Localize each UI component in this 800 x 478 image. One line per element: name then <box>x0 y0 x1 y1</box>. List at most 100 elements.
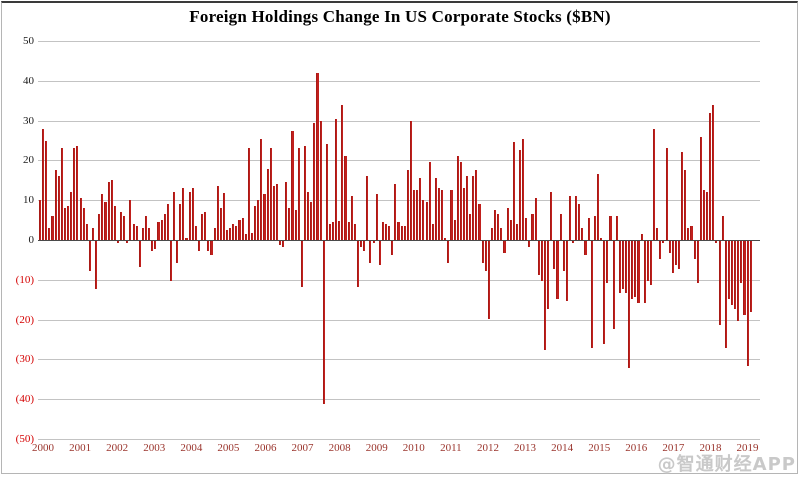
chart-bar <box>260 138 263 240</box>
chart-bar <box>388 226 391 240</box>
y-axis-tick-label: 40 <box>23 74 34 87</box>
x-axis-year-label: 2010 <box>402 442 425 454</box>
x-axis-year-label: 2000 <box>32 442 54 454</box>
y-axis-tick-label: 10 <box>23 194 34 207</box>
chart-bar <box>138 241 141 267</box>
chart-bar <box>197 241 201 251</box>
chart-bar <box>384 224 388 240</box>
chart-bar <box>494 210 497 240</box>
chart-bar <box>696 241 699 283</box>
chart-bar <box>519 150 522 240</box>
chart-bar <box>481 241 484 263</box>
chart-bar <box>656 228 659 240</box>
chart-bar <box>247 148 250 240</box>
chart-bar <box>316 72 319 240</box>
chart-bar <box>300 241 303 287</box>
chart-bar <box>263 194 266 240</box>
chart-bar <box>568 196 571 240</box>
chart-bar <box>640 234 643 240</box>
chart-bar <box>375 194 378 240</box>
chart-bar <box>466 176 469 240</box>
chart-bar <box>724 241 727 349</box>
chart-bar <box>372 241 375 243</box>
chart-bar <box>472 176 475 240</box>
chart-bar <box>690 226 693 240</box>
chart-bar <box>104 202 107 240</box>
chart-bar <box>257 200 260 240</box>
chart-bar <box>98 214 101 240</box>
chart-bar <box>406 170 409 240</box>
chart-bar <box>596 174 600 240</box>
gridline <box>37 160 760 162</box>
chart-bar <box>244 234 247 240</box>
chart-bar <box>525 218 528 240</box>
chart-bar <box>353 224 356 240</box>
chart-bar <box>469 214 472 240</box>
y-axis-tick-label: (20) <box>15 313 34 326</box>
chart-bar <box>369 241 372 263</box>
chart-bar <box>506 208 509 240</box>
chart-bar <box>210 241 213 255</box>
chart-bar <box>288 208 291 240</box>
chart-bar <box>173 192 176 240</box>
chart-bar <box>593 216 596 240</box>
chart-bar <box>391 241 394 255</box>
chart-bar <box>297 148 300 240</box>
x-axis-year-label: 2011 <box>440 442 462 454</box>
chart-bar <box>79 198 82 240</box>
chart-bar <box>740 241 743 283</box>
chart-bar <box>229 228 232 240</box>
y-axis-tick-label: 50 <box>23 35 34 47</box>
y-axis-tick-label: (30) <box>15 353 34 366</box>
x-axis-year-label: 2006 <box>254 442 277 454</box>
chart-bar <box>394 184 397 240</box>
chart-bar <box>157 222 160 240</box>
chart-bar <box>515 224 518 240</box>
x-axis-year-label: 2007 <box>291 442 314 454</box>
chart-bar <box>182 188 185 240</box>
chart-bar <box>709 112 712 240</box>
x-axis-year-label: 2002 <box>106 442 129 454</box>
chart-bar <box>148 228 151 240</box>
chart-bar <box>338 220 341 240</box>
chart-bar <box>319 120 322 240</box>
chart-bar <box>459 162 462 240</box>
chart-bar <box>693 241 696 259</box>
chart-bar <box>624 241 628 293</box>
chart-bar <box>303 146 307 240</box>
chart-bar <box>677 241 681 269</box>
chart-title: Foreign Holdings Change In US Corporate … <box>189 7 611 26</box>
chart-bar <box>702 190 705 240</box>
chart-bar <box>116 241 120 243</box>
chart-bar <box>531 214 534 240</box>
chart-bar <box>646 241 649 281</box>
x-axis-year-label: 2015 <box>588 442 611 454</box>
chart-bar <box>684 170 687 240</box>
chart-bar <box>746 241 749 367</box>
chart-bar <box>282 241 285 247</box>
zero-axis-line <box>37 240 760 241</box>
chart-bar <box>674 241 677 265</box>
chart-bar <box>266 169 269 240</box>
chart-bar <box>322 241 325 405</box>
gridline <box>37 319 760 321</box>
gridline <box>37 200 760 202</box>
chart-bar <box>160 220 163 240</box>
x-axis-year-label: 2016 <box>625 442 648 454</box>
chart-bar <box>572 241 575 243</box>
chart-bar <box>201 214 204 240</box>
chart-bar <box>341 105 344 240</box>
chart-bar <box>216 186 219 240</box>
chart-bar <box>637 241 640 303</box>
chart-bar <box>381 222 384 240</box>
chart-bar <box>110 180 113 240</box>
chart-bar <box>543 241 547 351</box>
chart-bar <box>213 228 216 240</box>
chart-bar <box>70 192 73 240</box>
gridline <box>37 359 760 361</box>
chart-bar <box>550 192 553 240</box>
chart-bar <box>144 216 148 240</box>
chart-bar <box>528 241 531 247</box>
chart-bar <box>649 241 653 285</box>
x-axis-year-label: 2014 <box>551 442 574 454</box>
